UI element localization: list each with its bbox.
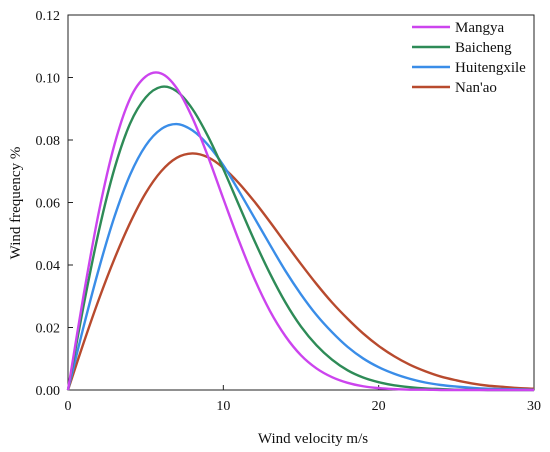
y-tick-label: 0.00 xyxy=(36,384,61,399)
legend-label: Mangya xyxy=(455,20,504,36)
y-axis: 0.00 0.02 0.04 0.06 0.08 0.10 0.12 xyxy=(36,9,73,399)
y-tick-label: 0.06 xyxy=(36,197,61,212)
y-tick-label: 0.02 xyxy=(36,322,61,337)
y-tick-label: 0.04 xyxy=(36,259,61,274)
series-line-nan-ao xyxy=(66,152,535,391)
y-tick-label: 0.12 xyxy=(36,9,61,24)
y-axis-title: Wind frequency % xyxy=(8,147,24,260)
series-line-baicheng xyxy=(66,85,534,392)
x-axis-title: Wind velocity m/s xyxy=(258,431,368,447)
x-tick-label: 20 xyxy=(372,399,386,414)
legend-label: Huitengxile xyxy=(455,60,526,76)
series-line-huitengxile xyxy=(66,122,535,391)
x-tick-label: 10 xyxy=(216,399,230,414)
series-lines xyxy=(66,71,535,392)
legend-label: Nan'ao xyxy=(455,80,497,96)
legend-label: Baicheng xyxy=(455,40,512,56)
legend: Mangya Baicheng Huitengxile Nan'ao xyxy=(406,18,530,100)
x-tick-label: 0 xyxy=(65,399,72,414)
series-line-mangya xyxy=(66,71,534,392)
x-tick-label: 30 xyxy=(527,399,541,414)
y-tick-label: 0.10 xyxy=(36,72,61,87)
y-tick-label: 0.08 xyxy=(36,134,61,149)
